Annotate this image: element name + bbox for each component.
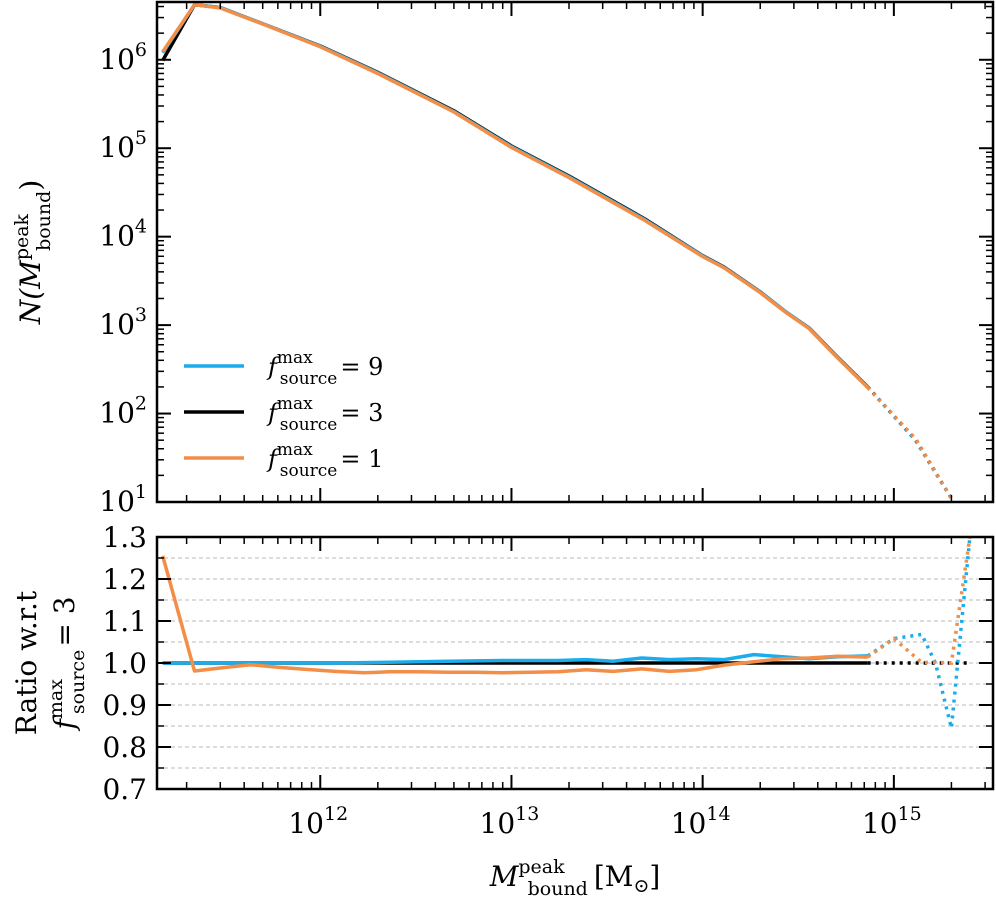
ytick-label: 0.9	[102, 689, 147, 722]
bottom-panel: 0.70.80.91.01.11.21.3 1012 1013 1014 1015 R…	[10, 521, 995, 840]
legend-f1-eq: = 1	[340, 445, 383, 473]
xlabel-sup: peak	[518, 856, 565, 878]
ytick-base: 10	[99, 43, 135, 76]
legend-f9-eq: = 9	[340, 353, 383, 381]
bottom-ylabel-line1: Ratio w.r.t	[10, 590, 43, 735]
legend-f3-sub: source	[280, 415, 338, 435]
top-line-f3-dotted	[866, 385, 953, 500]
ytick-exp: 3	[135, 304, 147, 326]
legend-f1-sup: max	[277, 440, 313, 460]
bottom-ylabel-line2: fmaxsource= 3	[45, 596, 89, 731]
legend: fmax source = 9 fmax source = 3 fmax source = …	[184, 348, 383, 481]
ytick-base: 10	[99, 131, 135, 164]
bottom-ytick-labels: 0.7 0.8 0.9 1.0 1.1 1.2 1.3	[102, 521, 147, 806]
top-ticks	[157, 2, 993, 503]
top-ylabel-sup: peak	[11, 213, 33, 260]
xlabel-prefix: M	[489, 860, 520, 893]
xlabel-sub: bound	[528, 878, 588, 900]
legend-f3-sup: max	[277, 394, 313, 414]
xlabel-unit-close: ]	[649, 860, 660, 893]
xtick-base: 10	[862, 807, 898, 840]
bottom-ylabel-sub: source	[67, 650, 89, 714]
ytick-exp: 4	[135, 216, 147, 238]
top-line-f9	[161, 2, 869, 389]
top-axes-frame	[155, 0, 995, 504]
bottom-ylabel-sup: max	[45, 679, 67, 719]
xlabel-unit-sub: ⊙	[633, 875, 649, 897]
ytick-label: 104	[99, 216, 147, 253]
ytick-base: 10	[99, 220, 135, 253]
xtick-exp: 15	[898, 803, 922, 825]
xlabel-unit: [M	[594, 860, 634, 893]
legend-entry-f3: fmax source = 3	[266, 394, 383, 435]
ytick-label: 1.0	[102, 647, 147, 680]
top-line-f1	[161, 2, 869, 389]
ytick-exp: 5	[135, 127, 147, 149]
top-line-f1-dotted	[866, 386, 953, 500]
bottom-ylabel-eq: = 3	[48, 596, 81, 646]
legend-entry-f9: fmax source = 9	[266, 348, 383, 389]
ytick-base: 10	[99, 485, 135, 518]
top-ylabel-prefix: N(M	[14, 259, 47, 325]
legend-f9-sup: max	[277, 348, 313, 368]
top-ylabel: N(Mpeakbound)	[11, 180, 55, 326]
legend-f9-sub: source	[280, 369, 338, 389]
xtick-exp: 14	[706, 803, 730, 825]
xtick-exp: 13	[515, 803, 539, 825]
ytick-label: 1.1	[102, 605, 147, 638]
bottom-series-lines	[161, 537, 972, 729]
ytick-label: 0.8	[102, 731, 147, 764]
xtick-exp: 12	[324, 803, 348, 825]
xtick-label: 1013	[480, 803, 540, 840]
ytick-exp: 1	[135, 481, 147, 503]
x-axis-label: Mpeak bound [M⊙]	[489, 856, 661, 900]
xtick-labels: 1012 1013 1014 1015	[288, 803, 921, 840]
ytick-exp: 6	[135, 39, 147, 61]
xtick-base: 10	[671, 807, 707, 840]
ytick-exp: 2	[135, 393, 147, 415]
ytick-label: 102	[99, 393, 147, 430]
bottom-ticks	[157, 536, 993, 790]
xtick-label: 1015	[862, 803, 922, 840]
ytick-label: 1.2	[102, 563, 147, 596]
ytick-label: 105	[99, 127, 147, 164]
legend-f3-eq: = 3	[340, 399, 383, 427]
top-series-lines	[161, 2, 953, 500]
xtick-base: 10	[480, 807, 516, 840]
bottom-line-f9	[162, 652, 868, 665]
xtick-label: 1014	[671, 803, 731, 840]
ytick-label: 1.3	[102, 521, 147, 554]
ytick-label: 103	[99, 304, 147, 341]
xtick-label: 1012	[288, 803, 348, 840]
legend-entry-f1: fmax source = 1	[266, 440, 383, 481]
top-line-f9-dotted	[866, 386, 953, 500]
ytick-label: 0.7	[102, 773, 147, 806]
bottom-line-f1-dotted	[866, 537, 972, 665]
top-ylabel-suffix: )	[14, 180, 47, 191]
ytick-label: 101	[99, 481, 147, 518]
top-line-f3	[161, 2, 869, 389]
top-ylabel-sub: bound	[33, 191, 55, 251]
ytick-base: 10	[99, 397, 135, 430]
ytick-base: 10	[99, 308, 135, 341]
ytick-label: 106	[99, 39, 147, 76]
legend-f1-sub: source	[280, 461, 338, 481]
bottom-line-f1	[161, 555, 868, 675]
xtick-base: 10	[288, 807, 324, 840]
